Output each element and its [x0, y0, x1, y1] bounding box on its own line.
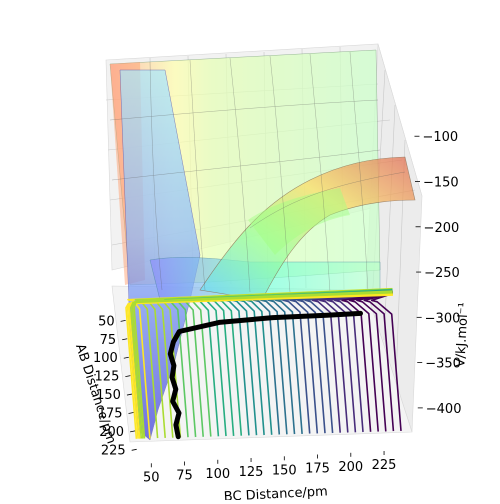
y-tick-label: 200 [99, 425, 124, 440]
potential-surface [109, 49, 416, 441]
trajectory-point [173, 422, 178, 427]
surface-mesh-line [109, 99, 379, 121]
y-tick-label: 100 [93, 351, 118, 366]
trajectory-point [176, 434, 181, 439]
contour-line [348, 292, 393, 432]
trajectory-point [217, 320, 222, 325]
y-tick-label: 50 [98, 314, 115, 329]
y-tick-mark [126, 393, 133, 396]
z-tick-label: −250 [424, 266, 460, 281]
x-tick-label: 100 [205, 467, 230, 482]
y-tick-mark [131, 448, 137, 451]
y-tick-mark [120, 319, 126, 322]
trajectory-point [324, 313, 329, 318]
y-axis-ticks: 50 75 100 125 150 175 200 225 [93, 314, 137, 458]
y-tick-label: 225 [101, 443, 126, 458]
trajectory-line [167, 310, 363, 440]
z-tick-label: −350 [425, 357, 461, 372]
x-tick-label: 75 [176, 469, 193, 484]
z-tick-label: −300 [425, 311, 461, 326]
z-tick-label: −200 [424, 221, 460, 236]
trajectory-point [358, 311, 363, 316]
trajectory-point [168, 351, 173, 356]
surface-ridge [199, 156, 416, 301]
x-tick-label: 200 [338, 460, 363, 475]
surface-mesh [109, 51, 406, 293]
surface-saddle-fold [248, 188, 350, 255]
y-tick-mark [123, 356, 129, 359]
x-tick-label: 50 [143, 470, 160, 485]
surface-mesh-line [149, 61, 163, 291]
z-tick-label: −150 [423, 176, 459, 191]
contour-projection [125, 287, 402, 439]
contour-line [363, 292, 395, 432]
z-tick-label: −400 [426, 402, 462, 417]
trajectory-group [167, 310, 363, 440]
surface-mesh-line [111, 149, 381, 181]
z-axis-ticks: −100 −150 −200 −250 −300 −350 −400 [414, 130, 461, 417]
trajectory-point [171, 339, 176, 344]
contour-line [133, 290, 393, 439]
trajectory-point [177, 329, 182, 334]
contour-line [370, 292, 402, 431]
y-tick-mark [125, 375, 131, 378]
x-tick-label: 125 [239, 465, 264, 480]
surface-mesh-line [269, 55, 291, 293]
x-tick-label: 175 [305, 462, 330, 477]
x-tick-label: 225 [372, 458, 397, 473]
x-axis-ticks: 50 75 100 125 150 175 200 225 [143, 451, 396, 485]
surface-mesh-line [309, 53, 331, 293]
trajectory-point [270, 315, 275, 320]
y-tick-label: 150 [96, 388, 121, 403]
trajectory-point [173, 387, 178, 392]
x-axis-label: BC Distance/pm [223, 484, 328, 500]
y-tick-label: 125 [95, 370, 120, 385]
y-tick-mark [122, 338, 128, 341]
trajectory-point [170, 375, 175, 380]
grid-line [383, 104, 396, 341]
surface-mesh-line [189, 59, 206, 291]
y-tick-mark [128, 412, 134, 414]
y-tick-label: 75 [100, 333, 117, 348]
surface-mesh-line [229, 57, 251, 293]
x-tick-label: 150 [272, 463, 297, 478]
z-axis-label: V/kJ.mol⁻¹ [453, 302, 471, 368]
trajectory-point [171, 363, 176, 368]
contour-line [341, 292, 393, 432]
y-tick-mark [130, 430, 136, 433]
z-tick-label: −100 [422, 130, 458, 145]
surface-mesh-line [349, 51, 369, 293]
surface-mesh-line [249, 171, 406, 229]
trajectory-point [170, 399, 175, 404]
trajectory-point [177, 411, 181, 415]
contour-line [356, 292, 393, 432]
y-tick-label: 175 [98, 406, 123, 421]
